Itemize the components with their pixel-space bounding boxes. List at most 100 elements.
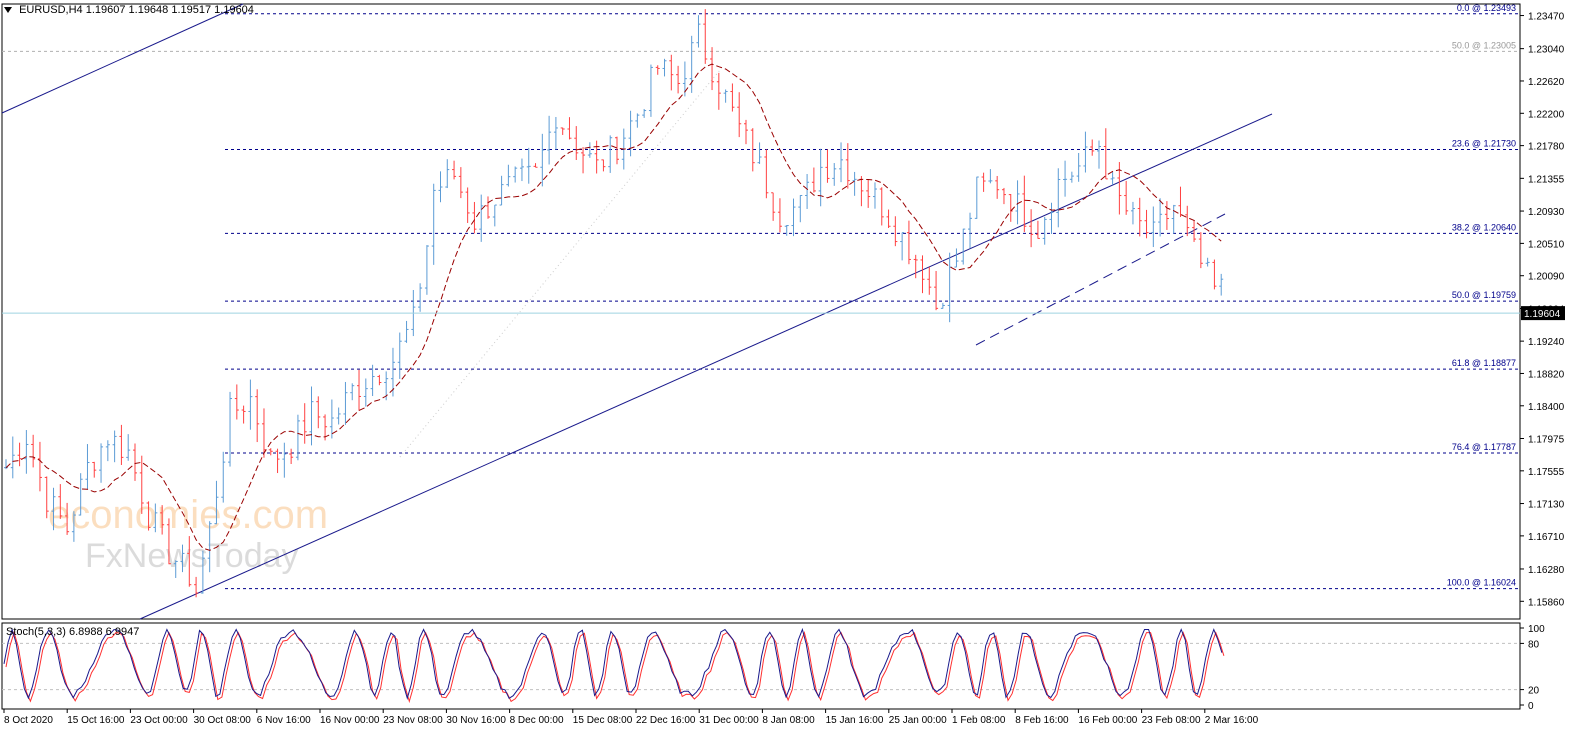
price-tick-label: 1.17555 [1528,467,1565,478]
candle-down [31,434,36,468]
candle-up [431,183,436,265]
candle-up [553,116,558,150]
candle-up [608,135,613,173]
candle-down [472,201,477,234]
candle-up [526,147,531,184]
candle-up [153,503,158,533]
candle-up [10,436,15,479]
price-tick-label: 1.20930 [1528,207,1565,218]
stoch-main-line [3,627,1223,700]
candle-down [906,220,911,265]
candle-up [947,252,952,323]
candle-down [139,455,144,514]
candle-down [1029,209,1034,248]
candle-down [194,576,199,598]
candle-up [648,64,653,117]
time-tick-label: 16 Feb 00:00 [1078,715,1137,726]
candle-up [689,35,694,93]
candle-down [1198,232,1203,269]
candle-down [316,396,321,429]
candle-down [275,448,280,474]
candle-up [214,480,219,525]
candle-up [71,511,76,542]
candle-down [1117,162,1122,215]
candle-down [594,140,599,174]
time-tick-label: 22 Dec 16:00 [636,715,696,726]
candle-down [357,369,362,411]
candle-down [65,502,70,535]
time-tick-label: 16 Nov 00:00 [320,715,380,726]
candle-down [879,187,884,226]
candle-down [560,127,565,135]
price-tick-label: 1.17975 [1528,435,1565,446]
candle-down [160,505,165,535]
candle-up [1151,206,1156,248]
candle-down [920,255,925,294]
candle-down [146,501,151,531]
candle-down [581,147,586,174]
candle-up [1069,171,1074,183]
candle-down [58,484,63,519]
candle-down [1001,187,1006,205]
candle-down [927,267,932,295]
candle-up [940,302,945,309]
price-tick-label: 1.23040 [1528,45,1565,56]
fib-label: 38.2 @ 1.20640 [1452,222,1516,232]
dropdown-triangle-icon[interactable] [4,7,12,14]
candle-down [92,461,97,478]
candle-up [424,245,429,295]
candle-down [995,175,1000,199]
candle-down [465,187,470,223]
candle-up [1097,140,1102,169]
stoch-panel-frame [1,622,1521,710]
time-tick-label: 8 Oct 2020 [4,715,53,726]
price-tick-label: 1.20510 [1528,239,1565,250]
candle-up [105,440,110,462]
candle-up [112,430,117,463]
candle-down [458,167,463,199]
candle-up [784,224,789,236]
candle-up [988,169,993,184]
fib-label: 23.6 @ 1.21730 [1452,138,1516,148]
fib-label: 61.8 @ 1.18877 [1452,358,1516,368]
candle-down [676,65,681,94]
candle-down [1008,194,1013,222]
candle-down [1164,201,1169,230]
candle-down [716,72,721,110]
candle-up [662,58,667,77]
candle-down [737,92,742,138]
candle-up [818,148,823,207]
candle-up [723,89,728,103]
candle-up [798,194,803,223]
candle-up [390,347,395,397]
candle-up [1130,201,1135,225]
stoch-tick-label: 20 [1528,686,1540,697]
candle-up [1158,198,1163,237]
candle-up [180,544,185,573]
time-tick-label: 30 Nov 16:00 [446,715,506,726]
candle-down [981,172,986,192]
stochastic-oscillator [2,627,1520,704]
candle-up [1015,180,1020,225]
time-tick-label: 15 Dec 08:00 [573,715,633,726]
fib-label: 50.0 @ 1.23005 [1452,40,1516,50]
candle-up [968,212,973,249]
candle-down [1022,175,1027,233]
candle-up [1219,273,1224,296]
watermark: economies.com FxNewsToday [48,493,328,575]
candle-down [567,117,572,140]
fib-label: 50.0 @ 1.19759 [1452,290,1516,300]
fib-label: 0.0 @ 1.23493 [1457,3,1516,13]
candle-up [682,61,687,97]
price-tick-label: 1.15860 [1528,597,1565,608]
candle-up [872,182,877,209]
candle-up [99,443,104,483]
candles [4,9,1224,598]
candle-down [1144,209,1149,239]
candle-up [248,379,253,430]
candle-up [329,399,334,439]
stoch-tick-label: 100 [1528,624,1545,635]
candle-up [519,158,524,182]
symbol-header: EURUSD,H4 1.19607 1.19648 1.19517 1.1960… [4,4,254,16]
